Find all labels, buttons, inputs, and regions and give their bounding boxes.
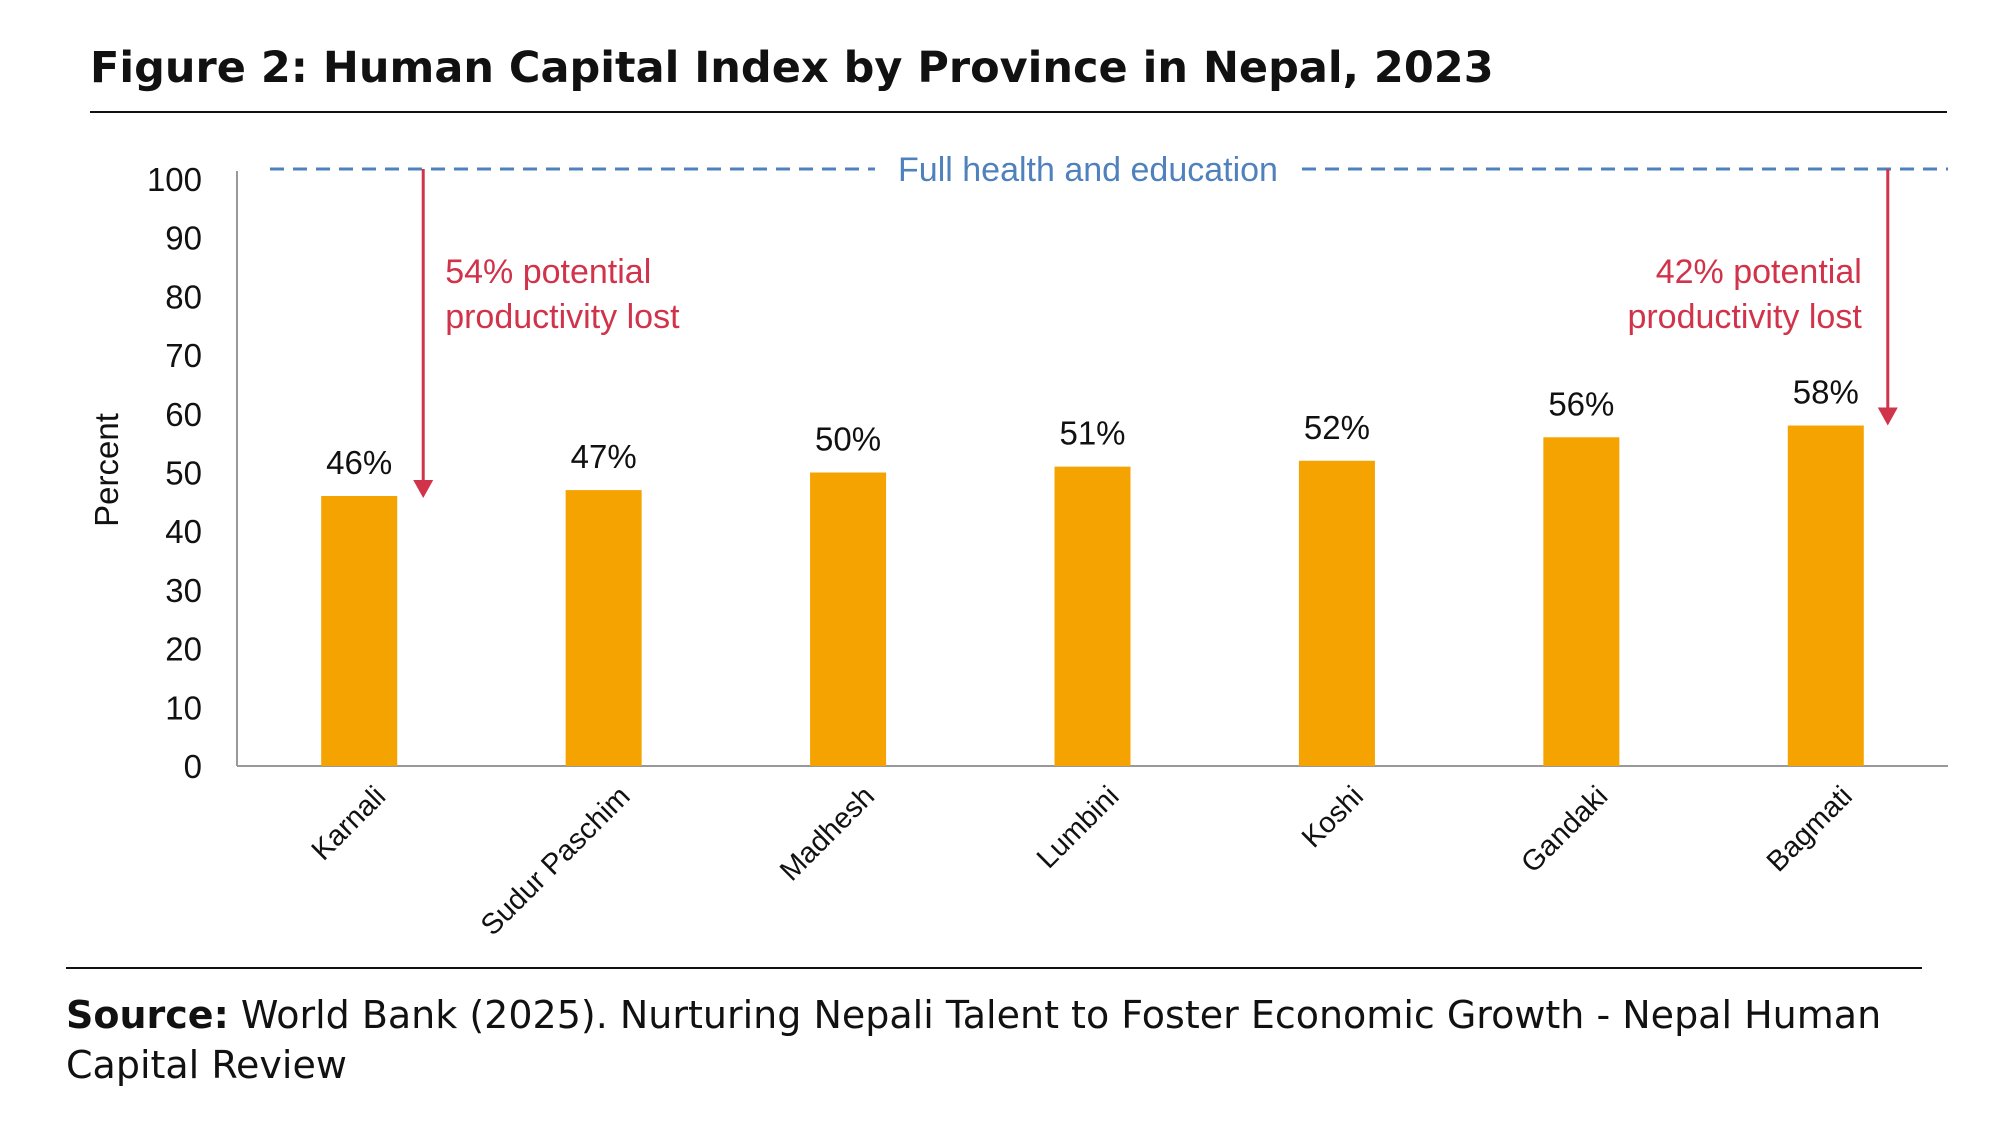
reference-line-label: Full health and education [898, 151, 1278, 189]
data-labels: 46% 47% 50% 51% 52% 56% 58% [326, 374, 1859, 481]
data-label-3: 51% [1059, 415, 1125, 452]
x-tick-label-0: Karnali [306, 780, 392, 866]
x-tick-label-6: Bagmati [1761, 780, 1859, 878]
y-axis-label: Percent [88, 413, 125, 527]
annotation-left-line-2: productivity lost [445, 298, 680, 336]
bars [321, 425, 1864, 766]
y-tick-label-50: 50 [165, 455, 202, 492]
y-tick-label-20: 20 [165, 631, 202, 668]
bar-lumbini [1054, 466, 1131, 766]
y-tick-labels: 0 10 20 30 40 50 60 70 80 90 100 [147, 161, 202, 785]
annotation-arrow-head-1 [1877, 407, 1898, 426]
data-label-1: 47% [571, 438, 637, 475]
data-label-5: 56% [1548, 385, 1614, 422]
bar-koshi [1298, 460, 1375, 766]
data-label-6: 58% [1793, 374, 1859, 411]
annotation-right-line-1: 42% potential [1656, 253, 1862, 291]
annotation-left-line-1: 54% potential [445, 253, 651, 291]
x-tick-label-1: Sudur Paschim [475, 780, 637, 942]
x-tick-label-3: Lumbini [1031, 780, 1125, 874]
annotation-right-line-2: productivity lost [1627, 298, 1862, 336]
source-text-1: World Bank (2025). Nurturing Nepali Tale… [229, 993, 1881, 1037]
y-tick-label-80: 80 [165, 278, 202, 315]
data-label-0: 46% [326, 444, 392, 481]
x-tick-label-2: Madhesh [774, 780, 881, 887]
bar-gandaki [1543, 437, 1620, 766]
y-tick-label-0: 0 [184, 748, 202, 785]
data-label-2: 50% [815, 421, 881, 458]
reference-line-group: Full health and education [270, 151, 1948, 189]
y-tick-label-40: 40 [165, 513, 202, 550]
x-tick-label-5: Gandaki [1515, 780, 1614, 879]
y-tick-label-70: 70 [165, 337, 202, 374]
source-label: Source: [66, 993, 229, 1037]
y-tick-label-100: 100 [147, 161, 202, 198]
y-tick-label-30: 30 [165, 572, 202, 609]
x-tick-label-4: Koshi [1296, 780, 1370, 854]
source-line-1: Source: World Bank (2025). Nurturing Nep… [66, 993, 1881, 1037]
data-label-4: 52% [1304, 409, 1370, 446]
bar-sudur-paschim [565, 490, 642, 766]
bar-bagmati [1787, 425, 1864, 766]
y-tick-label-60: 60 [165, 396, 202, 433]
x-tick-labels: Karnali Sudur Paschim Madhesh Lumbini Koshi G… [306, 780, 1859, 942]
y-tick-label-10: 10 [165, 689, 202, 726]
annotations: 54% potential productivity lost 42% potent… [413, 169, 1898, 498]
source-line-2: Capital Review [66, 1043, 347, 1087]
bar-madhesh [810, 472, 887, 766]
chart-title: Figure 2: Human Capital Index by Provinc… [90, 43, 1494, 93]
annotation-arrow-head-0 [413, 479, 434, 498]
bar-karnali [321, 495, 398, 766]
y-tick-label-90: 90 [165, 220, 202, 257]
